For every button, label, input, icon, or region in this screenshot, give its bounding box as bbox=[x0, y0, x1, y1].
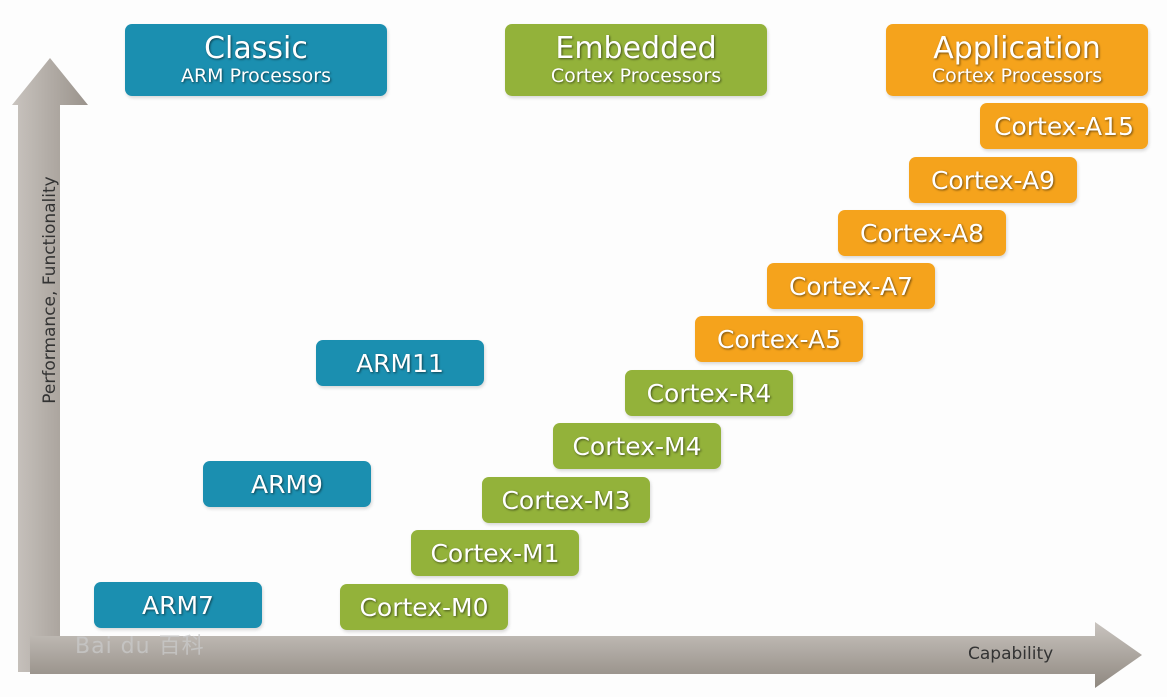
chip-arm7: ARM7 bbox=[94, 582, 262, 628]
chip-cortex-m4: Cortex-M4 bbox=[553, 423, 721, 469]
chip-cortex-m3: Cortex-M3 bbox=[482, 477, 650, 523]
chip-cortex-a9: Cortex-A9 bbox=[909, 157, 1077, 203]
y-axis-arrow bbox=[12, 58, 88, 672]
chip-cortex-a5: Cortex-A5 bbox=[695, 316, 863, 362]
chip-cortex-a8: Cortex-A8 bbox=[838, 210, 1006, 256]
header-title: Application bbox=[933, 31, 1101, 66]
header-title: Embedded bbox=[555, 31, 717, 66]
chip-arm11: ARM11 bbox=[316, 340, 484, 386]
chip-cortex-r4: Cortex-R4 bbox=[625, 370, 793, 416]
header-subtitle: ARM Processors bbox=[180, 65, 332, 87]
watermark: Bai du 百科 bbox=[75, 634, 205, 659]
header-embedded: Embedded Cortex Processors bbox=[505, 24, 767, 96]
chip-cortex-m0: Cortex-M0 bbox=[340, 584, 508, 630]
x-axis-arrow bbox=[30, 622, 1142, 688]
x-axis-label: Capability bbox=[968, 644, 1054, 664]
header-subtitle: Cortex Processors bbox=[931, 65, 1103, 87]
header-application: Application Cortex Processors bbox=[886, 24, 1148, 96]
chip-cortex-a15: Cortex-A15 bbox=[980, 103, 1148, 149]
y-axis-label: Performance, Functionality bbox=[40, 176, 60, 404]
chip-cortex-m1: Cortex-M1 bbox=[411, 530, 579, 576]
chip-arm9: ARM9 bbox=[203, 461, 371, 507]
header-title: Classic bbox=[204, 31, 308, 66]
header-classic: Classic ARM Processors bbox=[125, 24, 387, 96]
header-subtitle: Cortex Processors bbox=[550, 65, 722, 87]
chip-cortex-a7: Cortex-A7 bbox=[767, 263, 935, 309]
